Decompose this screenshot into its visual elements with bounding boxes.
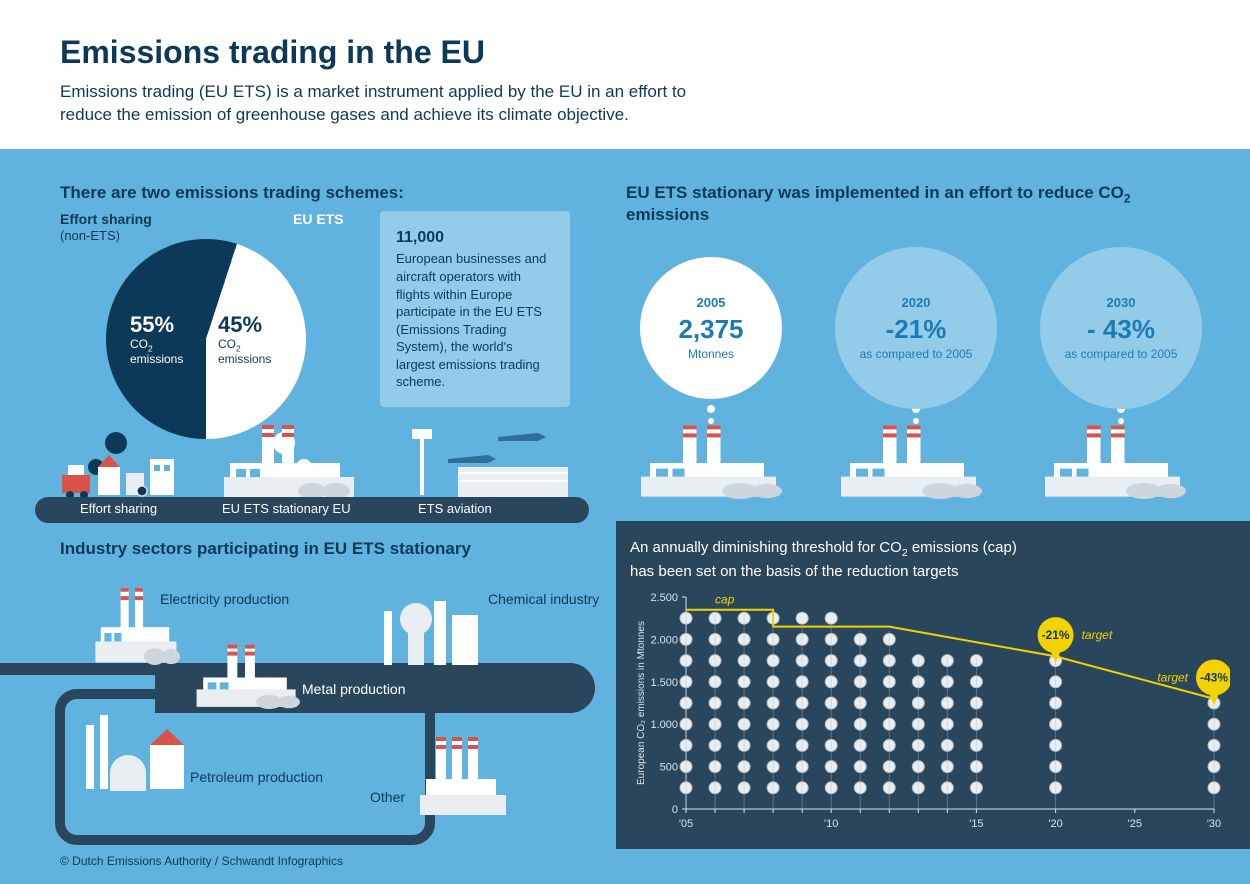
svg-text:1.500: 1.500 [650,677,678,689]
svg-text:'15: '15 [969,818,983,830]
chart-title: An annually diminishing threshold for CO… [616,521,1250,582]
factory-2005-icon [632,419,782,504]
svg-text:'25: '25 [1128,818,1142,830]
sector-petroleum-label: Petroleum production [190,769,323,785]
pie-value-45: 45% [218,312,262,337]
ground-label-2: EU ETS stationary EU [222,501,351,516]
stationary-title: EU ETS stationary was implemented in an … [626,183,1206,225]
airport-icon [388,419,578,504]
pie-slice-55: 55% CO2emissions [130,313,183,366]
page-title: Emissions trading in the EU [60,34,1190,71]
bubble-2030: 2030 - 43% as compared to 2005 [1036,257,1206,434]
pie-label-euets: EU ETS [293,211,344,227]
sector-chemical-icon [376,581,486,676]
page-subtitle: Emissions trading (EU ETS) is a market i… [60,81,690,127]
ground-label-3: ETS aviation [418,501,492,516]
svg-text:European CO₂ emissions in Mton: European CO₂ emissions in Mtonnes [636,621,647,785]
bubble-row: 2005 2,375 Mtonnes 2020 -21% as compared… [626,257,1206,434]
sector-chemical-label: Chemical industry [488,591,599,607]
bubble-2020: 2020 -21% as compared to 2005 [831,257,1001,434]
main-band: There are two emissions trading schemes:… [0,149,1250,884]
svg-text:'10: '10 [824,818,838,830]
svg-text:target: target [1082,628,1113,642]
pie-sublabel-text: (non-ETS) [60,228,120,243]
svg-text:500: 500 [660,761,678,773]
factory-2030-icon [1036,419,1186,504]
svg-text:'05: '05 [679,818,693,830]
callout-number: 11,000 [396,227,554,249]
svg-text:cap: cap [715,593,735,607]
pie-label-text: Effort sharing [60,211,152,227]
sector-other-icon [416,729,526,824]
svg-text:2.500: 2.500 [650,592,678,604]
svg-text:target: target [1157,670,1188,684]
copyright: © Dutch Emissions Authority / Schwandt I… [60,854,343,868]
svg-text:0: 0 [672,804,678,816]
svg-text:-21%: -21% [1042,628,1070,642]
emissions-chart: 0 500 1.000 1.500 2.000 2.500 European CO₂ emi… [630,587,1230,837]
svg-text:'30: '30 [1207,818,1221,830]
sector-other-label: Other [370,789,405,805]
svg-text:'20: '20 [1048,818,1062,830]
svg-text:1.000: 1.000 [650,719,678,731]
factory-1-icon [214,419,364,504]
schemes-title: There are two emissions trading schemes: [60,183,600,203]
factory-2020-icon [832,419,982,504]
ground-label-1: Effort sharing [80,501,157,516]
sector-electricity-label: Electricity production [160,591,289,607]
chart-panel: An annually diminishing threshold for CO… [616,521,1250,849]
sector-petroleum-icon [80,705,190,800]
city-icon [62,419,182,504]
sector-metal-label: Metal production [302,681,406,697]
svg-text:-43%: -43% [1200,670,1228,684]
pie-slice-45: 45% CO2emissions [218,313,271,366]
callout-body: European businesses and aircraft operato… [396,251,546,389]
bubble-2005: 2005 2,375 Mtonnes [626,257,796,434]
pie-value-55: 55% [130,312,174,337]
sector-metal-icon [190,639,300,714]
sectors-title: Industry sectors participating in EU ETS… [60,539,600,559]
svg-text:2.000: 2.000 [650,634,678,646]
pie-label-effort-sharing: Effort sharing (non-ETS) [60,211,152,243]
callout-box: 11,000 European businesses and aircraft … [380,211,570,407]
